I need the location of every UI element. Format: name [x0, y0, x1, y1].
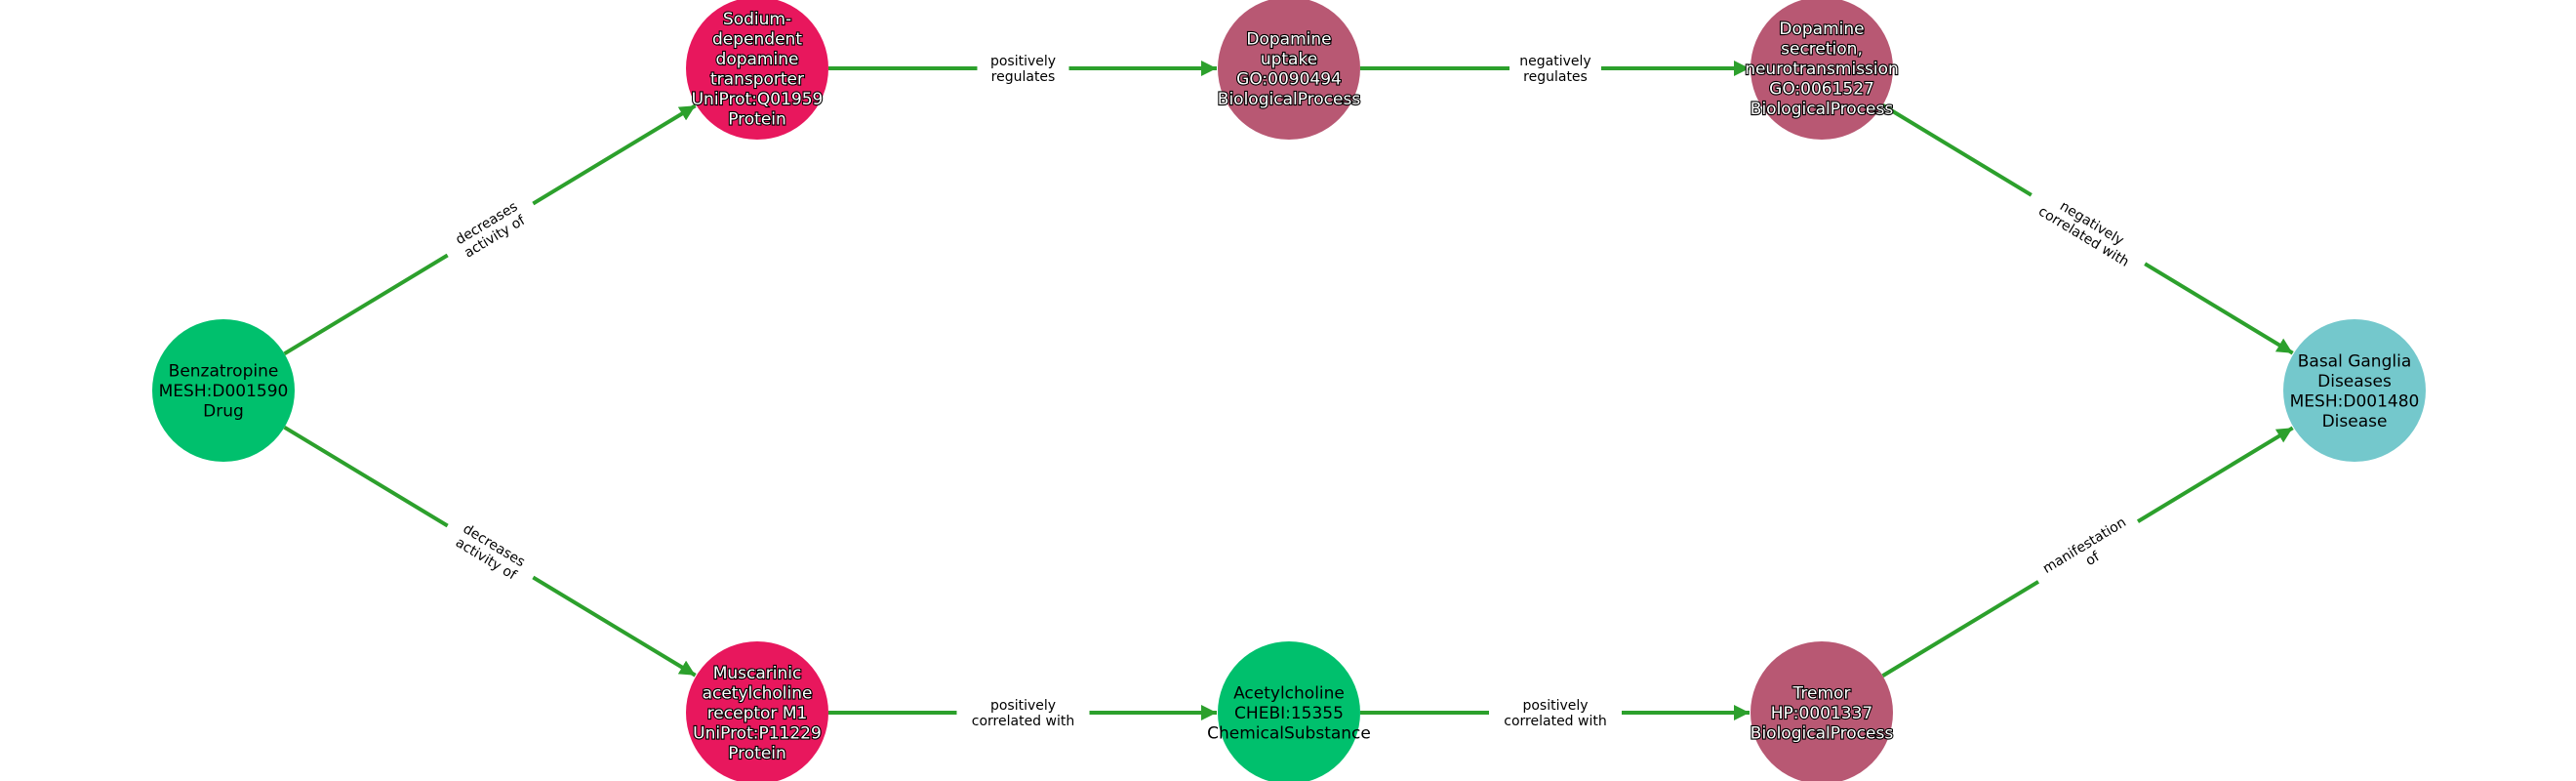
node-label-line: Benzatropine	[169, 362, 279, 382]
node-label-line: BiologicalProcess	[1751, 724, 1894, 744]
edge-label-line: positively	[1522, 698, 1588, 714]
node-label-line: MESH:D001590	[159, 382, 289, 401]
node-label-line: Basal Ganglia	[2298, 351, 2412, 371]
node-label-line: neurotransmission	[1745, 60, 1899, 79]
node-label-line: CHEBI:15355	[1234, 704, 1344, 723]
node-label-line: Sodium-	[723, 10, 791, 29]
node-label-line: GO:0090494	[1236, 69, 1342, 89]
node-circle	[686, 0, 828, 140]
edge-label-line: regulates	[1523, 69, 1588, 85]
node-label-line: UniProt:Q01959	[692, 90, 824, 109]
node-label-line: uptake	[1261, 50, 1317, 69]
node-label-line: ChemicalSubstance	[1207, 724, 1371, 744]
node-label-line: UniProt:P11229	[693, 724, 822, 744]
node-label-line: transporter	[710, 69, 804, 89]
edge-label-background	[1489, 695, 1622, 730]
node-label-line: Tremor	[1792, 684, 1851, 704]
edge-label-background	[2029, 506, 2148, 597]
node-label-line: GO:0061527	[1769, 80, 1874, 100]
node-dopamine-secretion[interactable]: Dopaminesecretion,neurotransmissionGO:00…	[1744, 0, 1900, 140]
node-circle	[1218, 641, 1360, 781]
edge-label-line: regulates	[991, 69, 1056, 85]
node-circle	[152, 319, 295, 462]
edge-label-background	[956, 695, 1090, 730]
edge-label-line: positively	[990, 54, 1056, 69]
node-circle	[2283, 319, 2426, 462]
edge-label-line: correlated with	[972, 714, 1074, 729]
node-circle	[686, 641, 828, 781]
node-label-line: Protein	[728, 109, 786, 129]
edge-label-background	[438, 511, 543, 593]
node-label-line: Disease	[2322, 412, 2388, 432]
node-dopamine-uptake[interactable]: DopamineuptakeGO:0090494BiologicalProces…	[1217, 0, 1361, 140]
node-label-line: HP:0001337	[1771, 704, 1872, 723]
node-label-line: secretion,	[1781, 40, 1863, 60]
node-label-line: Muscarinic	[713, 664, 802, 683]
node-label-line: dependent	[712, 29, 802, 49]
edge-label-background	[2022, 180, 2154, 279]
node-label-line: Acetylcholine	[1233, 684, 1345, 704]
node-label-line: Diseases	[2317, 372, 2392, 391]
node-label-line: MESH:D001480	[2290, 391, 2420, 411]
node-label-line: Dopamine	[1246, 29, 1331, 49]
node-circle	[1751, 0, 1893, 140]
edge-label-background	[1509, 51, 1601, 86]
node-label-line: Dopamine	[1779, 20, 1864, 39]
node-acetylcholine[interactable]: AcetylcholineCHEBI:15355ChemicalSubstanc…	[1207, 641, 1371, 781]
edge-label-background	[438, 188, 543, 270]
edge-label-line: negatively	[1519, 54, 1590, 69]
edge-label-background	[977, 51, 1069, 86]
node-circle	[1751, 641, 1893, 781]
node-label-line: Drug	[203, 402, 244, 422]
node-label-line: BiologicalProcess	[1751, 100, 1894, 119]
edge-label-line: positively	[990, 698, 1056, 714]
node-circle	[1218, 0, 1360, 140]
node-label-line: receptor M1	[707, 704, 808, 723]
node-label-line: BiologicalProcess	[1218, 90, 1361, 109]
node-label-line: acetylcholine	[703, 684, 813, 704]
node-dat[interactable]: Sodium-dependentdopaminetransporterUniPr…	[686, 0, 828, 140]
node-label-line: Protein	[728, 744, 786, 763]
node-label-line: dopamine	[716, 50, 799, 69]
edge-label-line: correlated with	[1504, 714, 1606, 729]
